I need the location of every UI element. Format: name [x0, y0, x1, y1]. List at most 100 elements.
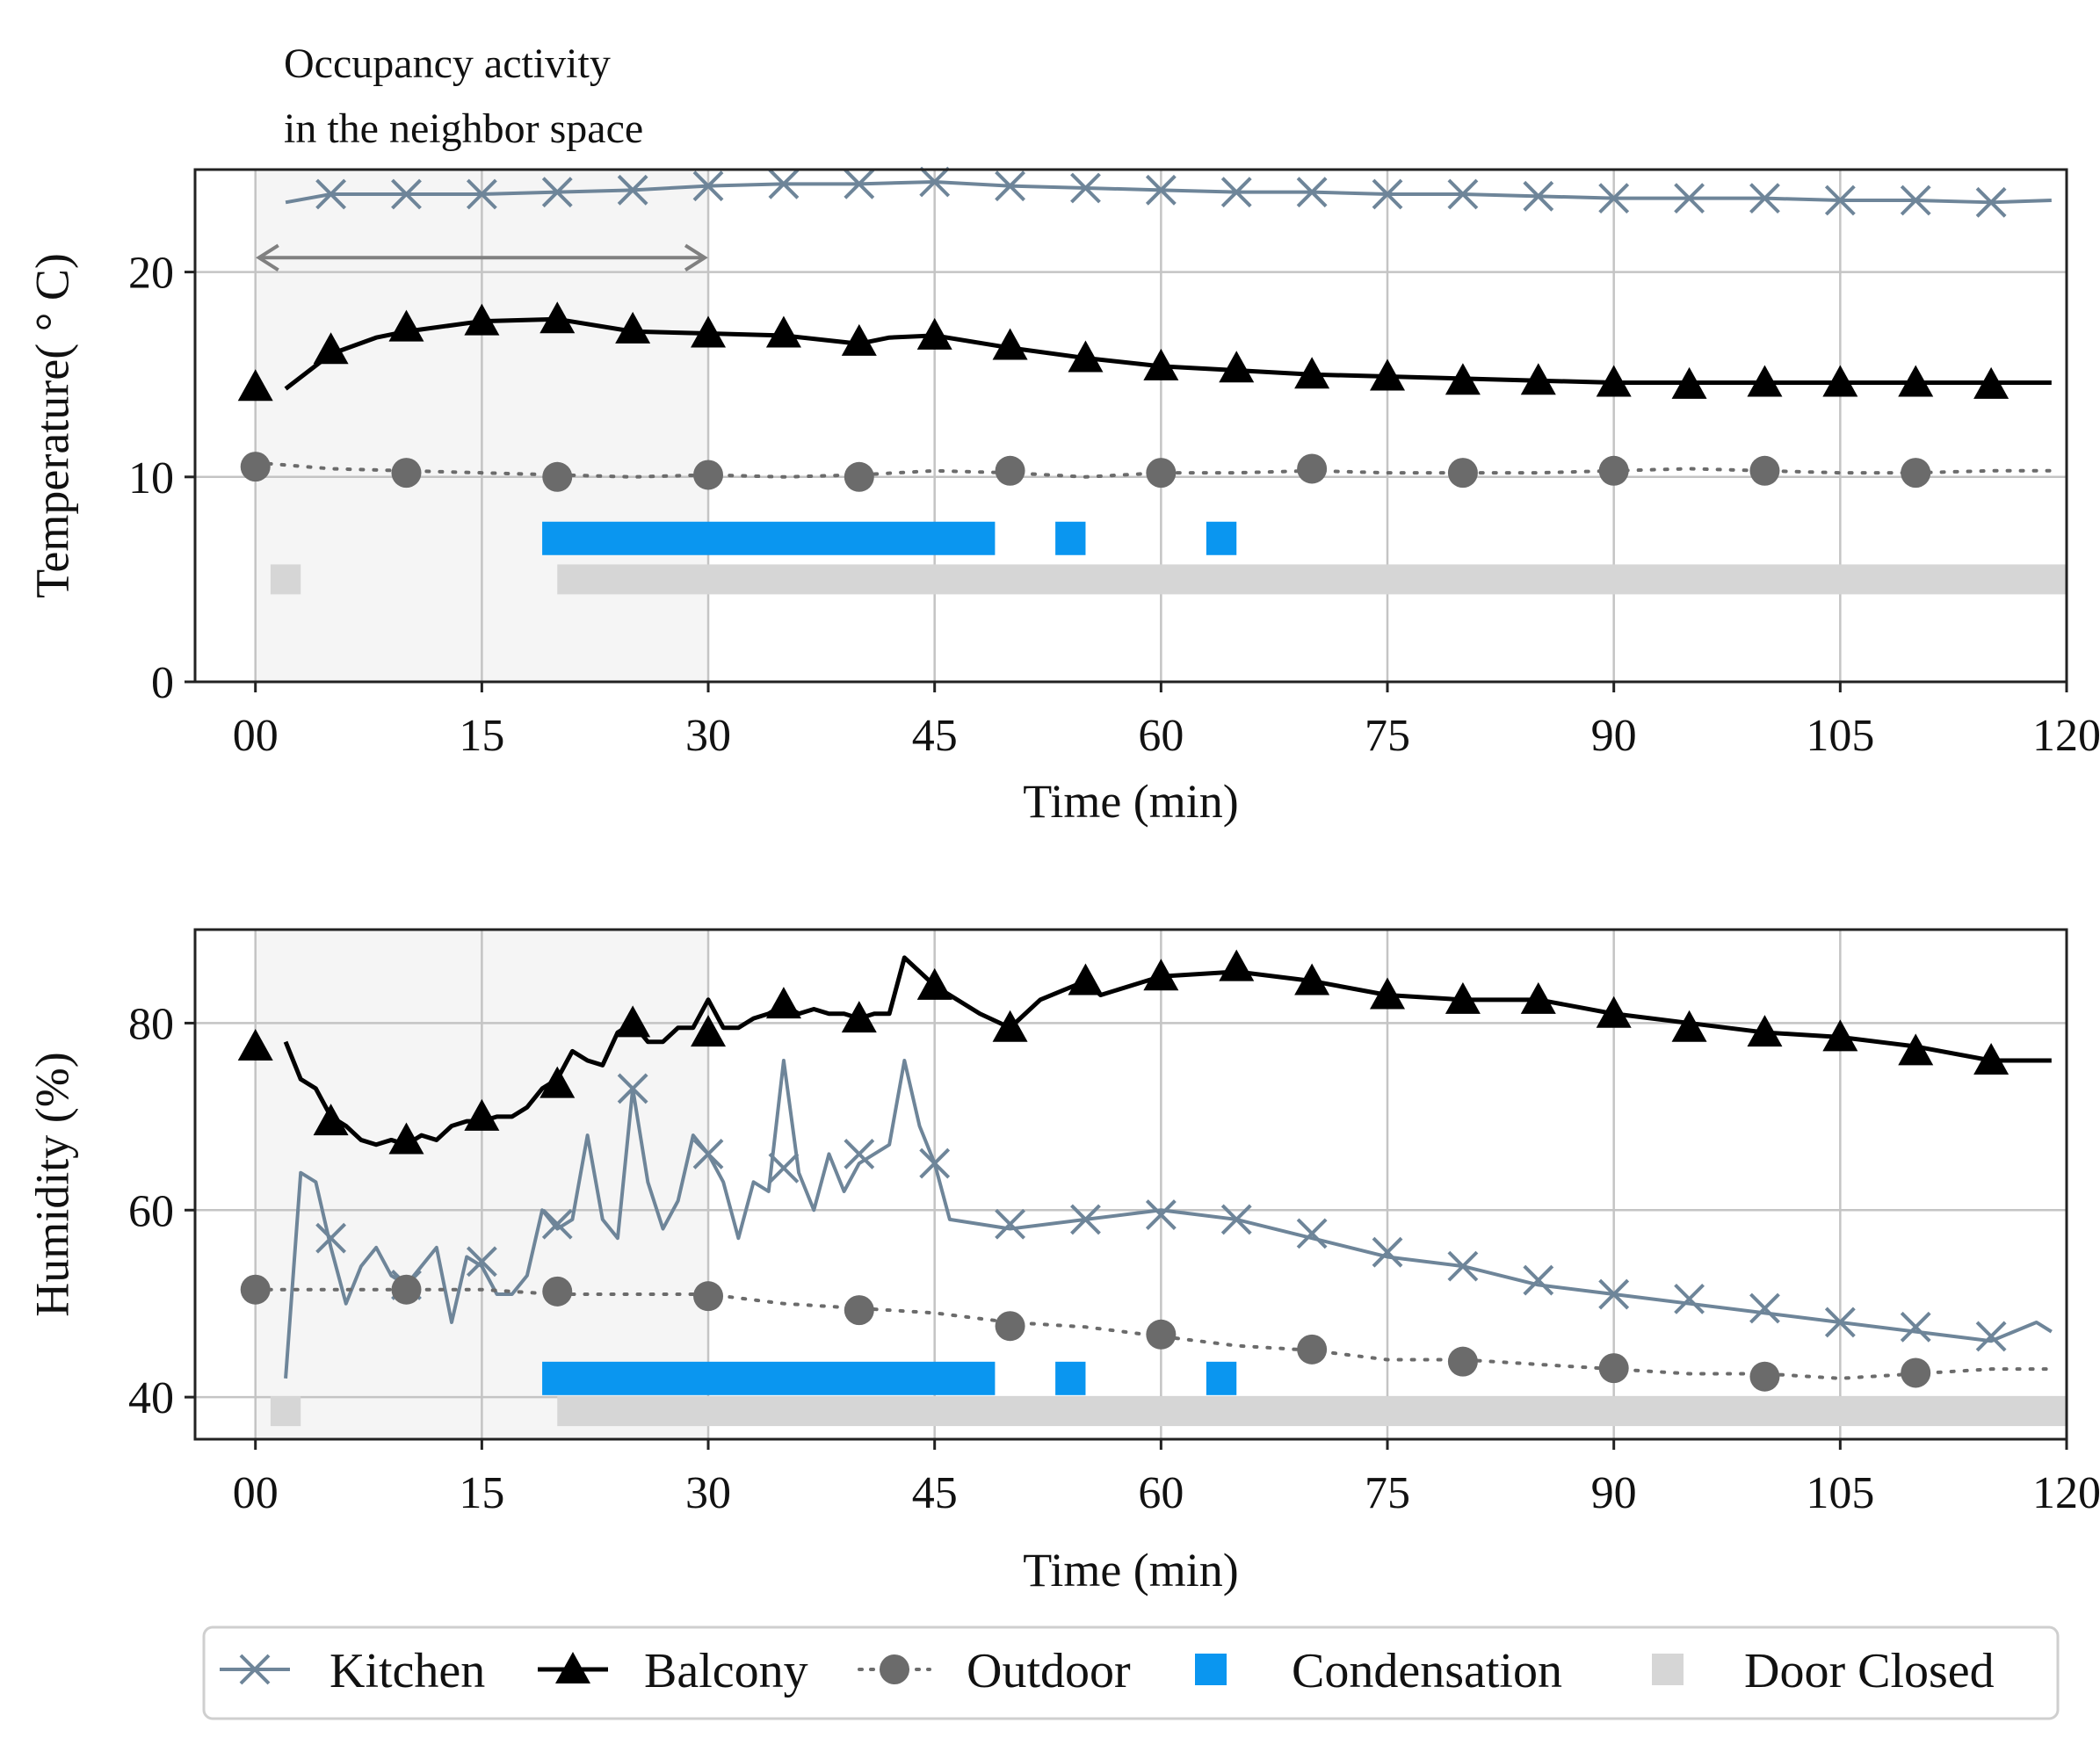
balcony-point: [1747, 1015, 1783, 1047]
x-tick-label: 105: [1806, 711, 1874, 761]
y-axis-label: Humidity (%): [25, 1052, 78, 1316]
outdoor-point: [240, 1274, 271, 1305]
balcony-point: [1671, 366, 1707, 399]
balcony-point: [313, 332, 349, 365]
x-marker-line-icon: [220, 1654, 290, 1685]
kitchen-point: [1749, 183, 1780, 214]
balcony-point: [1520, 981, 1556, 1014]
plot-frame: [193, 928, 2068, 1441]
y-tick-label: 20: [128, 249, 174, 299]
balcony-point: [765, 987, 801, 1019]
kitchen-point: [1975, 186, 2007, 218]
balcony-point: [691, 1015, 727, 1047]
outdoor-point: [1447, 458, 1478, 489]
condensation-bar: [542, 1361, 996, 1395]
balcony-point: [1822, 1019, 1858, 1052]
door-closed-bar: [270, 564, 301, 595]
legend-box: [202, 1625, 2060, 1720]
balcony-point: [691, 315, 727, 348]
condensation-bar: [1055, 521, 1086, 555]
outdoor-point: [1749, 455, 1780, 486]
outdoor-point: [1447, 1346, 1478, 1377]
outdoor-point: [1146, 458, 1177, 489]
balcony-point: [1747, 365, 1783, 397]
balcony-point: [388, 309, 424, 342]
annotation-text-line: in the neighbor space: [284, 105, 643, 152]
outdoor-point: [844, 1295, 874, 1326]
x-tick-label: 75: [1365, 711, 1410, 761]
kitchen-point: [541, 1208, 573, 1240]
kitchen-point: [1674, 183, 1705, 214]
circle-marker-dotted-line-icon: [858, 1654, 931, 1684]
gray-square-icon: [1652, 1654, 1684, 1685]
outdoor-point: [1901, 458, 1931, 489]
kitchen-point: [844, 1138, 875, 1169]
condensation-bar: [1206, 1361, 1237, 1395]
outdoor-point: [542, 461, 573, 492]
kitchen-point: [1598, 1278, 1630, 1310]
balcony-point: [464, 1098, 500, 1131]
blue-square-icon: [1195, 1654, 1227, 1685]
balcony-point: [539, 301, 576, 334]
balcony-series-line: [283, 955, 2052, 1147]
y-tick-label: 40: [128, 1373, 174, 1423]
kitchen-point: [692, 1138, 724, 1169]
balcony-point: [1068, 963, 1104, 995]
balcony-point: [1898, 365, 1934, 397]
legend-x-marker: [239, 1654, 271, 1685]
balcony-point: [1294, 963, 1330, 995]
balcony-point: [916, 317, 952, 350]
humidity-chart: 00 15 30 45 60 75 90 105 120 40 60 80 Time (min) Humi…: [25, 928, 2100, 1596]
occupancy-annotation: Occupancy activity in the neighbor space: [255, 40, 708, 271]
x-tick-label: 15: [459, 1468, 504, 1518]
x-tick-label: 30: [685, 711, 731, 761]
legend-entry-door-closed: Door Closed: [1652, 1644, 1995, 1698]
kitchen-point: [1372, 1236, 1403, 1268]
kitchen-point: [1674, 1283, 1705, 1314]
outdoor-point: [844, 461, 874, 492]
door-closed-bar: [270, 1396, 301, 1427]
legend-label: Outdoor: [967, 1644, 1131, 1698]
kitchen-point: [1372, 178, 1403, 210]
x-tick-label: 00: [233, 1468, 279, 1518]
kitchen-point: [995, 170, 1025, 202]
x-tick-label: 60: [1138, 1468, 1184, 1518]
balcony-point: [1445, 363, 1481, 395]
kitchen-point: [466, 1246, 497, 1278]
kitchen-point: [768, 1152, 800, 1184]
legend-entry-condensation: Condensation: [1195, 1644, 1562, 1698]
kitchen-point: [1975, 1321, 2007, 1352]
outdoor-point: [693, 460, 724, 490]
balcony-point: [1445, 981, 1481, 1014]
balcony-point: [1370, 977, 1406, 1010]
balcony-point: [1596, 995, 1632, 1028]
kitchen-point: [1749, 1292, 1780, 1324]
kitchen-point: [692, 170, 724, 202]
kitchen-point: [1070, 172, 1101, 204]
balcony-point: [237, 369, 273, 402]
legend-label: Condensation: [1292, 1644, 1562, 1698]
balcony-point: [1370, 358, 1406, 391]
kitchen-point: [1296, 1218, 1328, 1249]
condensation-bar: [1055, 1361, 1086, 1395]
arrow-left-icon: [255, 243, 279, 271]
legend-entry-kitchen: Kitchen: [220, 1644, 485, 1698]
balcony-point: [1520, 363, 1556, 395]
plot-frame: [193, 168, 2068, 684]
outdoor-point: [391, 458, 422, 489]
kitchen-point: [1523, 1264, 1554, 1296]
balcony-point: [1219, 351, 1255, 383]
outdoor-point: [1598, 455, 1629, 486]
balcony-point: [765, 315, 801, 348]
legend-triangle-marker: [555, 1652, 590, 1683]
outdoor-point: [1749, 1361, 1780, 1392]
legend-entry-balcony: Balcony: [538, 1644, 808, 1698]
kitchen-point: [617, 174, 648, 206]
kitchen-point: [315, 178, 347, 210]
kitchen-point: [391, 178, 422, 210]
x-tick-label: 75: [1365, 1468, 1410, 1518]
legend-circle-marker: [880, 1654, 909, 1684]
balcony-point: [615, 311, 651, 344]
triangle-marker-line-icon: [538, 1652, 608, 1683]
balcony-point: [1671, 1010, 1707, 1042]
